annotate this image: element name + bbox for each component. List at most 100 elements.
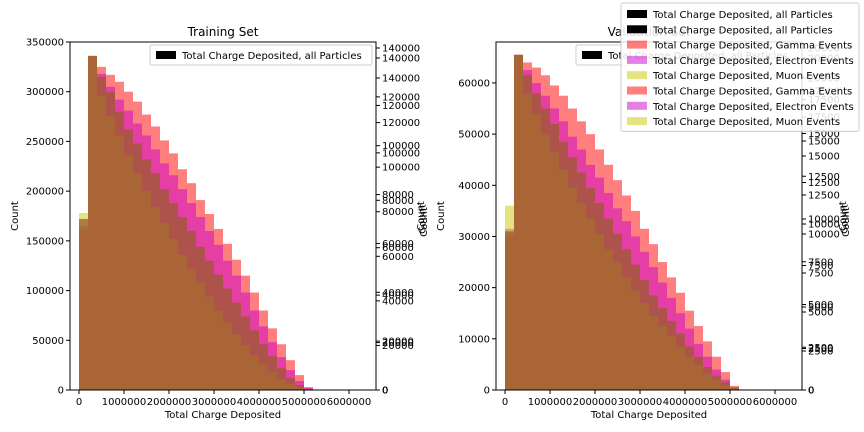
right-tick-label: 0 <box>808 386 814 397</box>
right-tick-label: 0 <box>382 386 388 397</box>
bar <box>694 356 703 390</box>
right-axis-label: Count <box>838 201 849 231</box>
chart-title: Training Set <box>187 25 259 39</box>
right-axis-label: Count <box>419 207 430 237</box>
bar <box>622 249 631 390</box>
right-tick-label: 20000 <box>382 337 414 348</box>
right-tick-label: 15000 <box>808 152 840 163</box>
right-tick-label: 120000 <box>382 101 420 112</box>
series-total-charge-deposited-all-particles <box>505 54 739 391</box>
figure-legend-label: Total Charge Deposited, Electron Events <box>652 102 854 113</box>
x-tick-label: 0 <box>76 397 82 408</box>
figure-legend-label: Total Charge Deposited, Gamma Events <box>652 87 852 98</box>
bar <box>595 203 604 390</box>
right-tick-label: 60000 <box>382 239 414 250</box>
right-tick-label: 0 <box>382 386 388 397</box>
y-tick-label: 0 <box>484 386 490 397</box>
y-tick-label: 30000 <box>458 232 490 243</box>
figure-legend-swatch <box>627 101 647 110</box>
bar <box>295 385 304 390</box>
right-tick-label: 0 <box>382 386 388 397</box>
bar <box>568 157 577 390</box>
right-tick-label: 5000 <box>808 303 833 314</box>
y-tick-label: 50000 <box>458 130 490 141</box>
right-tick-label: 140000 <box>382 44 420 55</box>
bar <box>151 173 160 390</box>
bar <box>79 218 88 390</box>
chart-legend: Total Charge Deposited, all Particles <box>149 44 373 66</box>
figure-legend-label: Total Charge Deposited, Electron Events <box>652 56 854 67</box>
right-tick-label: 60000 <box>382 243 414 254</box>
bar <box>613 233 622 390</box>
right-tick-label: 40000 <box>382 296 414 307</box>
bar <box>658 308 667 390</box>
bar <box>241 316 250 390</box>
bar <box>640 279 649 390</box>
right-tick-label: 80000 <box>382 190 414 201</box>
figure-legend-label: Total Charge Deposited, Muon Events <box>652 117 840 128</box>
x-tick-label: 2000000 <box>147 397 192 408</box>
figure-legend-swatch <box>627 55 647 64</box>
right-axis-label: Count <box>841 207 852 237</box>
bar <box>133 143 142 390</box>
x-tick-label: 6000000 <box>753 397 798 408</box>
figure-legend-swatch <box>627 71 647 80</box>
x-tick-label: 5000000 <box>282 397 327 408</box>
right-tick-label: 0 <box>808 386 814 397</box>
x-tick-label: 5000000 <box>708 397 753 408</box>
right-tick-label: 40000 <box>382 288 414 299</box>
bar <box>232 302 241 390</box>
figure-legend-swatch <box>627 86 647 95</box>
legend-swatch <box>156 51 176 59</box>
right-tick-label: 60000 <box>382 252 414 263</box>
right-tick-label: 2500 <box>808 344 833 355</box>
bar <box>523 75 532 390</box>
y-tick-label: 350000 <box>26 38 64 49</box>
bar <box>268 356 277 390</box>
bar <box>586 187 595 390</box>
bar <box>223 288 232 390</box>
y-tick-label: 40000 <box>458 181 490 192</box>
x-tick-label: 2000000 <box>573 397 618 408</box>
x-axis-label: Total Charge Deposited <box>164 410 281 421</box>
figure-legend-box <box>620 2 860 132</box>
bar <box>541 108 550 390</box>
right-tick-label: 100000 <box>382 163 420 174</box>
right-tick-label: 80000 <box>382 196 414 207</box>
x-tick-label: 4000000 <box>237 397 282 408</box>
right-tick-label: 20000 <box>382 338 414 349</box>
y-tick-label: 100000 <box>26 286 64 297</box>
right-tick-label: 10000 <box>808 230 840 241</box>
y-axis-label: Count <box>10 201 21 231</box>
y-tick-label: 200000 <box>26 187 64 198</box>
y-tick-label: 150000 <box>26 236 64 247</box>
x-tick-label: 1000000 <box>102 397 147 408</box>
bar <box>115 111 124 390</box>
x-tick-label: 0 <box>502 397 508 408</box>
y-tick-label: 20000 <box>458 283 490 294</box>
right-tick-label: 20000 <box>382 341 414 352</box>
bar <box>178 216 187 390</box>
bar <box>259 344 268 390</box>
right-tick-label: 2500 <box>808 343 833 354</box>
bar <box>559 141 568 390</box>
bar <box>160 189 169 390</box>
bar <box>250 330 259 390</box>
bar <box>187 230 196 390</box>
right-tick-label: 7500 <box>808 269 833 280</box>
bar <box>169 203 178 390</box>
chart-panel-1: 0 1000000 2000000 3000000 4000000 5000000 6000… <box>10 25 430 421</box>
figure-legend-label: Total Charge Deposited, all Particles <box>652 25 833 36</box>
bar <box>505 231 514 390</box>
x-tick-label: 3000000 <box>192 397 237 408</box>
figure-legend: Total Charge Deposited, all Particles Tot… <box>620 2 860 132</box>
plot-frame <box>69 41 377 391</box>
bar <box>604 218 613 390</box>
x-tick-label: 6000000 <box>327 397 372 408</box>
y-tick-label: 50000 <box>32 336 64 347</box>
bar <box>142 159 151 390</box>
bar <box>703 366 712 390</box>
figure-legend-label: Total Charge Deposited, all Particles <box>652 10 833 21</box>
bar <box>97 76 106 391</box>
y-tick-label: 250000 <box>26 137 64 148</box>
